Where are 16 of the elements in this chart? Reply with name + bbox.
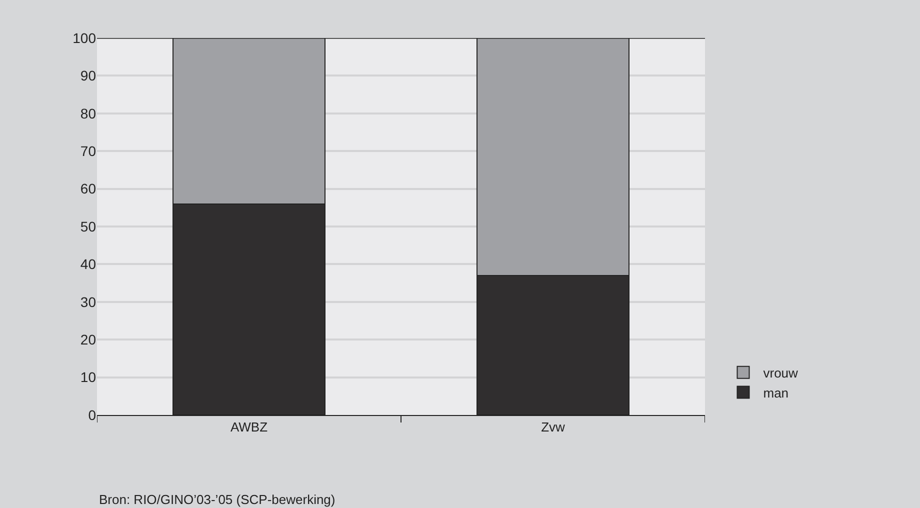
- y-tick-label: 30: [80, 294, 96, 310]
- y-tick-label: 10: [80, 369, 96, 386]
- x-tick-label: Zvw: [541, 420, 566, 435]
- y-tick-label: 80: [80, 105, 96, 122]
- y-tick-label: 60: [80, 180, 96, 197]
- y-tick-label: 40: [80, 256, 96, 272]
- y-tick-label: 50: [80, 218, 96, 234]
- legend-label: vrouw: [763, 365, 799, 380]
- x-tick-label: AWBZ: [230, 420, 268, 435]
- y-tick-label: 70: [80, 143, 96, 159]
- y-tick-label: 0: [88, 406, 96, 423]
- text: Bron: RIO/GINO’03-’05 (SCP-bewerking): [99, 492, 336, 507]
- legend-label: man: [763, 385, 789, 400]
- y-tick-label: 20: [80, 332, 96, 348]
- y-tick-label: 100: [72, 30, 96, 46]
- y-tick-label: 90: [80, 68, 96, 84]
